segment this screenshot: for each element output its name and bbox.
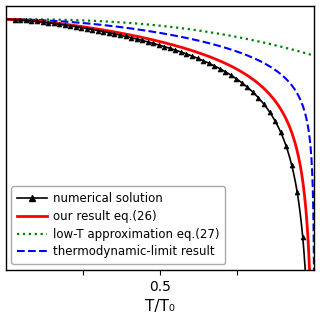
numerical solution <box>247 86 251 90</box>
our result eq.(26) <box>146 37 149 41</box>
Line: numerical solution: numerical solution <box>5 19 315 320</box>
our result eq.(26) <box>303 201 307 205</box>
numerical solution <box>304 272 308 276</box>
low-T approximation eq.(27) <box>247 37 251 41</box>
low-T approximation eq.(27) <box>313 54 316 58</box>
our result eq.(26) <box>4 17 7 21</box>
thermodynamic-limit result <box>304 113 308 116</box>
our result eq.(26) <box>247 75 251 78</box>
thermodynamic-limit result <box>154 30 158 34</box>
low-T approximation eq.(27) <box>154 23 158 27</box>
thermodynamic-limit result <box>247 54 251 58</box>
Line: low-T approximation eq.(27): low-T approximation eq.(27) <box>5 19 315 56</box>
numerical solution <box>20 18 23 22</box>
thermodynamic-limit result <box>303 112 307 116</box>
Line: thermodynamic-limit result: thermodynamic-limit result <box>5 19 315 320</box>
low-T approximation eq.(27) <box>20 17 23 21</box>
thermodynamic-limit result <box>4 17 7 21</box>
low-T approximation eq.(27) <box>146 22 149 26</box>
low-T approximation eq.(27) <box>304 51 308 55</box>
low-T approximation eq.(27) <box>4 17 7 21</box>
Line: our result eq.(26): our result eq.(26) <box>5 19 315 320</box>
numerical solution <box>4 17 7 21</box>
numerical solution <box>154 42 158 46</box>
low-T approximation eq.(27) <box>303 51 307 55</box>
our result eq.(26) <box>154 39 158 43</box>
numerical solution <box>303 269 307 273</box>
numerical solution <box>146 40 149 44</box>
thermodynamic-limit result <box>146 29 149 33</box>
X-axis label: T/T₀: T/T₀ <box>145 300 175 315</box>
our result eq.(26) <box>20 18 23 22</box>
Legend: numerical solution, our result eq.(26), low-T approximation eq.(27), thermodynam: numerical solution, our result eq.(26), … <box>12 186 225 264</box>
our result eq.(26) <box>304 203 308 207</box>
thermodynamic-limit result <box>20 18 23 21</box>
